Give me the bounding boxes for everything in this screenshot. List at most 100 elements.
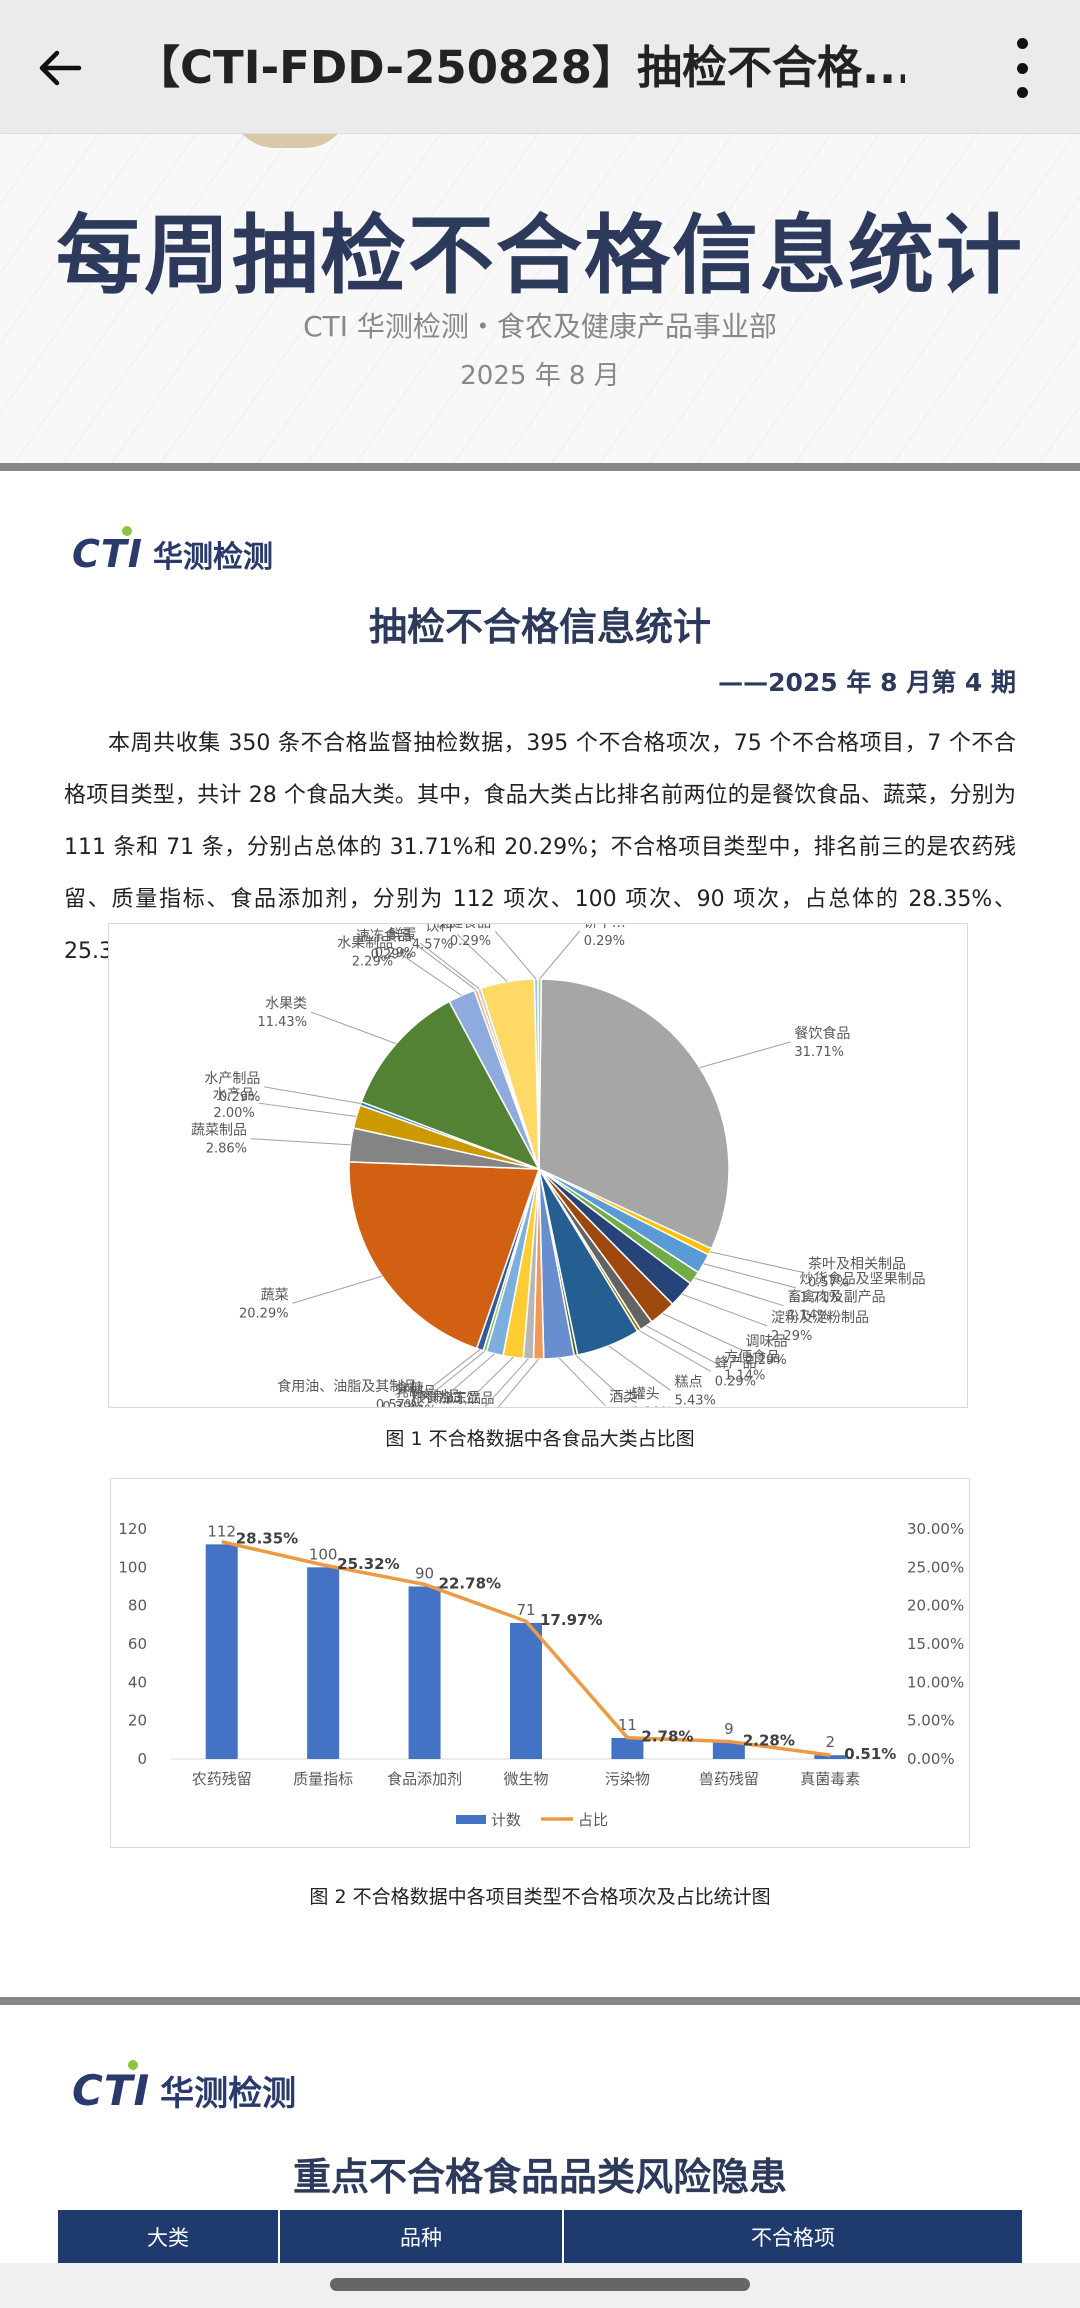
more-options-icon[interactable] bbox=[1002, 38, 1042, 98]
bar-data-label: 112 bbox=[207, 1522, 236, 1540]
logo-cti: CTI bbox=[72, 2066, 151, 2115]
bar bbox=[307, 1567, 340, 1759]
figure1-caption: 图 1 不合格数据中各食品大类占比图 bbox=[385, 1428, 695, 1450]
arrow-left-icon bbox=[39, 50, 82, 86]
pie-leader-line bbox=[681, 1293, 768, 1327]
pie-leader-line bbox=[694, 1277, 784, 1307]
x-tick-label: 食品添加剂 bbox=[387, 1770, 462, 1788]
bar-data-label: 100 bbox=[309, 1545, 338, 1563]
pie-value: 0.29% bbox=[219, 1090, 260, 1105]
pie-value: 0.29% bbox=[375, 946, 416, 961]
bar bbox=[814, 1755, 847, 1759]
y-tick-label: 60 bbox=[128, 1635, 147, 1653]
pie-label: 冷冻饮品 bbox=[439, 1390, 495, 1407]
legend-label-count: 计数 bbox=[491, 1811, 521, 1829]
pie-leader-line bbox=[662, 1312, 742, 1351]
pie-value: 2.29% bbox=[745, 1353, 786, 1368]
y2-tick-label: 10.00% bbox=[907, 1673, 964, 1691]
pie-value: 2.29% bbox=[352, 955, 393, 970]
pie-label: 酒类 bbox=[609, 1390, 637, 1406]
pie-label: 罐头 bbox=[632, 1386, 660, 1402]
pie-label: 乳制品 bbox=[395, 1384, 437, 1400]
pie-label: 蔬菜 bbox=[261, 1287, 289, 1303]
pie-leader-line bbox=[646, 1325, 721, 1366]
logo-name: 华测检测 bbox=[152, 540, 273, 575]
y2-tick-label: 30.00% bbox=[907, 1520, 964, 1538]
pie-label: 饼干… bbox=[584, 924, 626, 931]
pie-leader-line bbox=[264, 1086, 361, 1104]
report-title: 抽检不合格信息统计 bbox=[368, 605, 711, 649]
pie-label: 保健食品 bbox=[435, 924, 491, 931]
pie-label: 食糖 bbox=[396, 1380, 424, 1397]
pie-slice bbox=[537, 978, 543, 1170]
y-tick-label: 40 bbox=[128, 1673, 147, 1691]
line-data-label: 25.32% bbox=[337, 1555, 399, 1573]
pie-label: 糕点 bbox=[675, 1374, 703, 1390]
pie-value: 5.43% bbox=[675, 1393, 716, 1407]
pie-label: 方便食品 bbox=[724, 1348, 780, 1365]
pie-value: 4.57% bbox=[412, 937, 453, 952]
pie-leader-line bbox=[427, 1350, 486, 1398]
pie-leader-line bbox=[415, 944, 477, 991]
pie-leader-line bbox=[419, 942, 480, 990]
pie-leader-line bbox=[558, 1357, 606, 1407]
line-data-label: 2.28% bbox=[743, 1732, 795, 1750]
y2-tick-label: 5.00% bbox=[907, 1712, 955, 1730]
pie-value: 20.29% bbox=[239, 1306, 289, 1321]
pie-value: 1.14% bbox=[788, 1309, 829, 1324]
bar bbox=[611, 1737, 644, 1759]
bar bbox=[712, 1741, 745, 1759]
pie-leader-line bbox=[396, 951, 462, 996]
pie-leader-line bbox=[258, 1102, 357, 1117]
x-tick-label: 质量指标 bbox=[293, 1770, 353, 1788]
logo-name: 华测检测 bbox=[160, 2074, 297, 2114]
pie-value: 11.43% bbox=[257, 1015, 307, 1030]
pie-value: 0.29% bbox=[584, 934, 625, 949]
y-tick-label: 0 bbox=[137, 1750, 147, 1768]
pie-leader-line bbox=[539, 930, 581, 980]
bar-chart-frame: 0 20 40 60 80 100 120 0.00% 5.00% 10.00% 15.00% 20.… bbox=[110, 1478, 970, 1848]
report-issue: ——2025 年 8 月第 4 期 bbox=[718, 668, 1016, 697]
risk-title: 重点不合格食品品类风险隐患 bbox=[292, 2155, 787, 2199]
hero-banner: 每周抽检不合格信息统计 CTI 华测检测・食农及健康产品事业部 2025 年 8… bbox=[0, 103, 1080, 463]
line-series bbox=[221, 1539, 831, 1757]
pie-leader-line bbox=[638, 1330, 711, 1372]
bar-data-label: 90 bbox=[415, 1565, 434, 1583]
hero-subtitle: CTI 华测检测・食农及健康产品事业部 bbox=[303, 310, 777, 343]
pie-value: 1.71% bbox=[800, 1291, 841, 1306]
pie-label: 餐饮食品 bbox=[794, 1025, 850, 1042]
legend-swatch-count bbox=[456, 1815, 486, 1824]
app-bar: 【CTI-FDD-250828】抽检不合格... bbox=[0, 0, 1080, 134]
pie-label: 粮食加工品 bbox=[411, 1390, 481, 1407]
pie-label: 食用油、油脂及其制品 bbox=[277, 1378, 417, 1395]
pie-label: 蔬菜制品 bbox=[191, 1123, 247, 1139]
back-button[interactable] bbox=[30, 38, 90, 98]
pie-label: 茶叶及相关制品 bbox=[808, 1257, 906, 1273]
pie-value: 0.29% bbox=[371, 948, 412, 963]
home-indicator[interactable] bbox=[330, 2278, 750, 2291]
pie-leader-line bbox=[608, 1345, 671, 1391]
pie-label: 速冻食品 bbox=[356, 928, 412, 945]
bar-data-label: 71 bbox=[516, 1601, 535, 1619]
y2-tick-label: 0.00% bbox=[907, 1750, 955, 1768]
pie-label: 水产品 bbox=[213, 1087, 255, 1103]
line-data-label: 17.97% bbox=[540, 1611, 602, 1629]
y-tick-label: 120 bbox=[118, 1520, 147, 1538]
y-tick-label: 20 bbox=[128, 1712, 147, 1730]
table-header-failed-item: 不合格项 bbox=[751, 2225, 835, 2250]
y-tick-label: 80 bbox=[128, 1597, 147, 1615]
bar bbox=[205, 1544, 238, 1759]
pie-value: 0.57% bbox=[808, 1276, 849, 1291]
hero-date: 2025 年 8 月 bbox=[460, 361, 620, 391]
pie-label: 调味品 bbox=[745, 1334, 787, 1350]
pie-leader-line bbox=[703, 1263, 796, 1289]
pie-leader-line bbox=[699, 1041, 791, 1069]
pie-value: 0.29% bbox=[715, 1374, 756, 1389]
bar-data-label: 11 bbox=[618, 1716, 637, 1734]
x-tick-label: 污染物 bbox=[605, 1770, 650, 1788]
pie-value: 1.14% bbox=[724, 1368, 765, 1383]
line-data-label: 28.35% bbox=[236, 1530, 298, 1548]
bar bbox=[408, 1586, 441, 1759]
logo-cti: CTI bbox=[72, 532, 143, 576]
pie-value: 31.71% bbox=[794, 1045, 844, 1060]
